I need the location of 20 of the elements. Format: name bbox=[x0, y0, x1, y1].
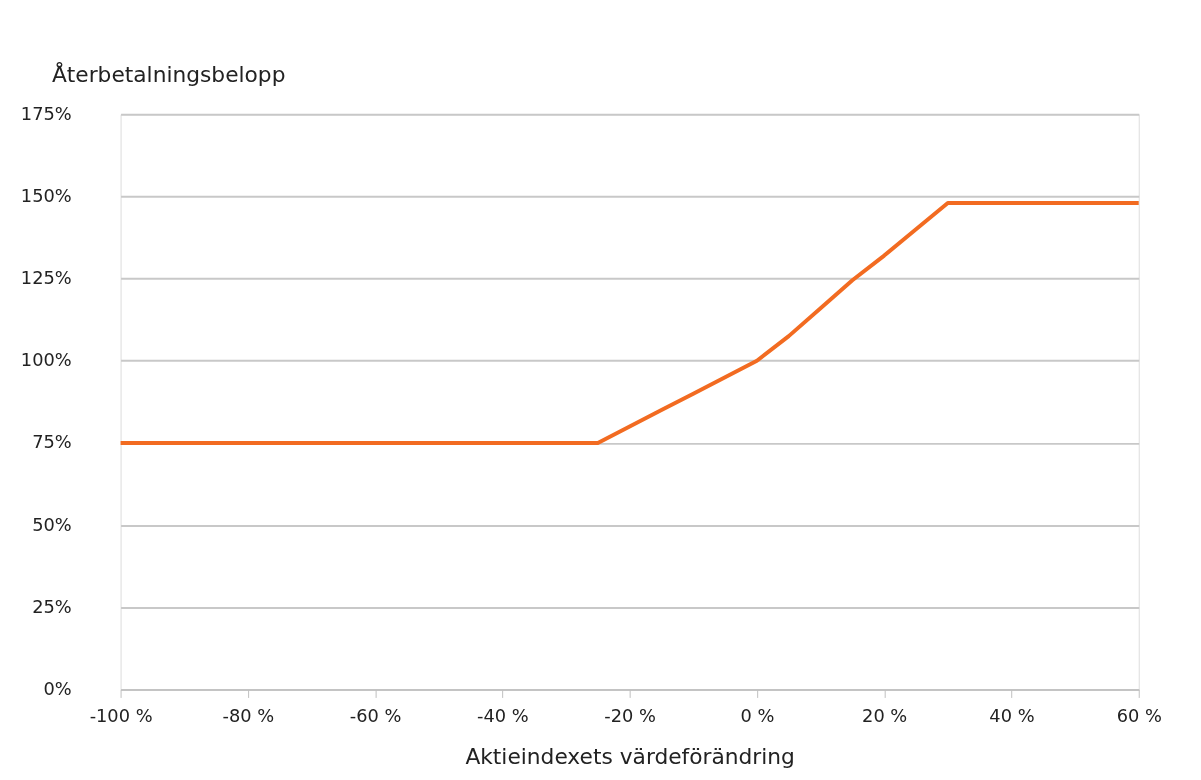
x-tick-label: 0 % bbox=[740, 704, 775, 726]
x-tick-label: -40 % bbox=[477, 704, 529, 726]
y-tick-label: 50% bbox=[32, 513, 72, 535]
y-tick-label: 125% bbox=[20, 267, 72, 289]
x-tick-label: -20 % bbox=[604, 704, 656, 726]
y-tick-label: 0% bbox=[43, 677, 72, 699]
x-tick-label: 60 % bbox=[1116, 704, 1162, 726]
x-tick-label: -100 % bbox=[89, 704, 153, 726]
x-tick-label: -80 % bbox=[222, 704, 275, 726]
y-tick-label: 175% bbox=[20, 102, 72, 124]
y-tick-label: 150% bbox=[20, 184, 72, 206]
y-tick-label: 100% bbox=[20, 349, 72, 371]
x-axis-title: Aktieindexets värdeförändring bbox=[465, 744, 795, 770]
x-tick-label: 40 % bbox=[989, 704, 1035, 726]
line-series bbox=[118, 201, 1141, 445]
x-tick-label: -60 % bbox=[349, 704, 402, 726]
y-tick-label: 25% bbox=[32, 595, 72, 617]
y-axis-title: Återbetalningsbelopp bbox=[51, 61, 286, 88]
y-tick-label: 75% bbox=[32, 431, 72, 453]
x-tick-label: 20 % bbox=[862, 704, 908, 726]
